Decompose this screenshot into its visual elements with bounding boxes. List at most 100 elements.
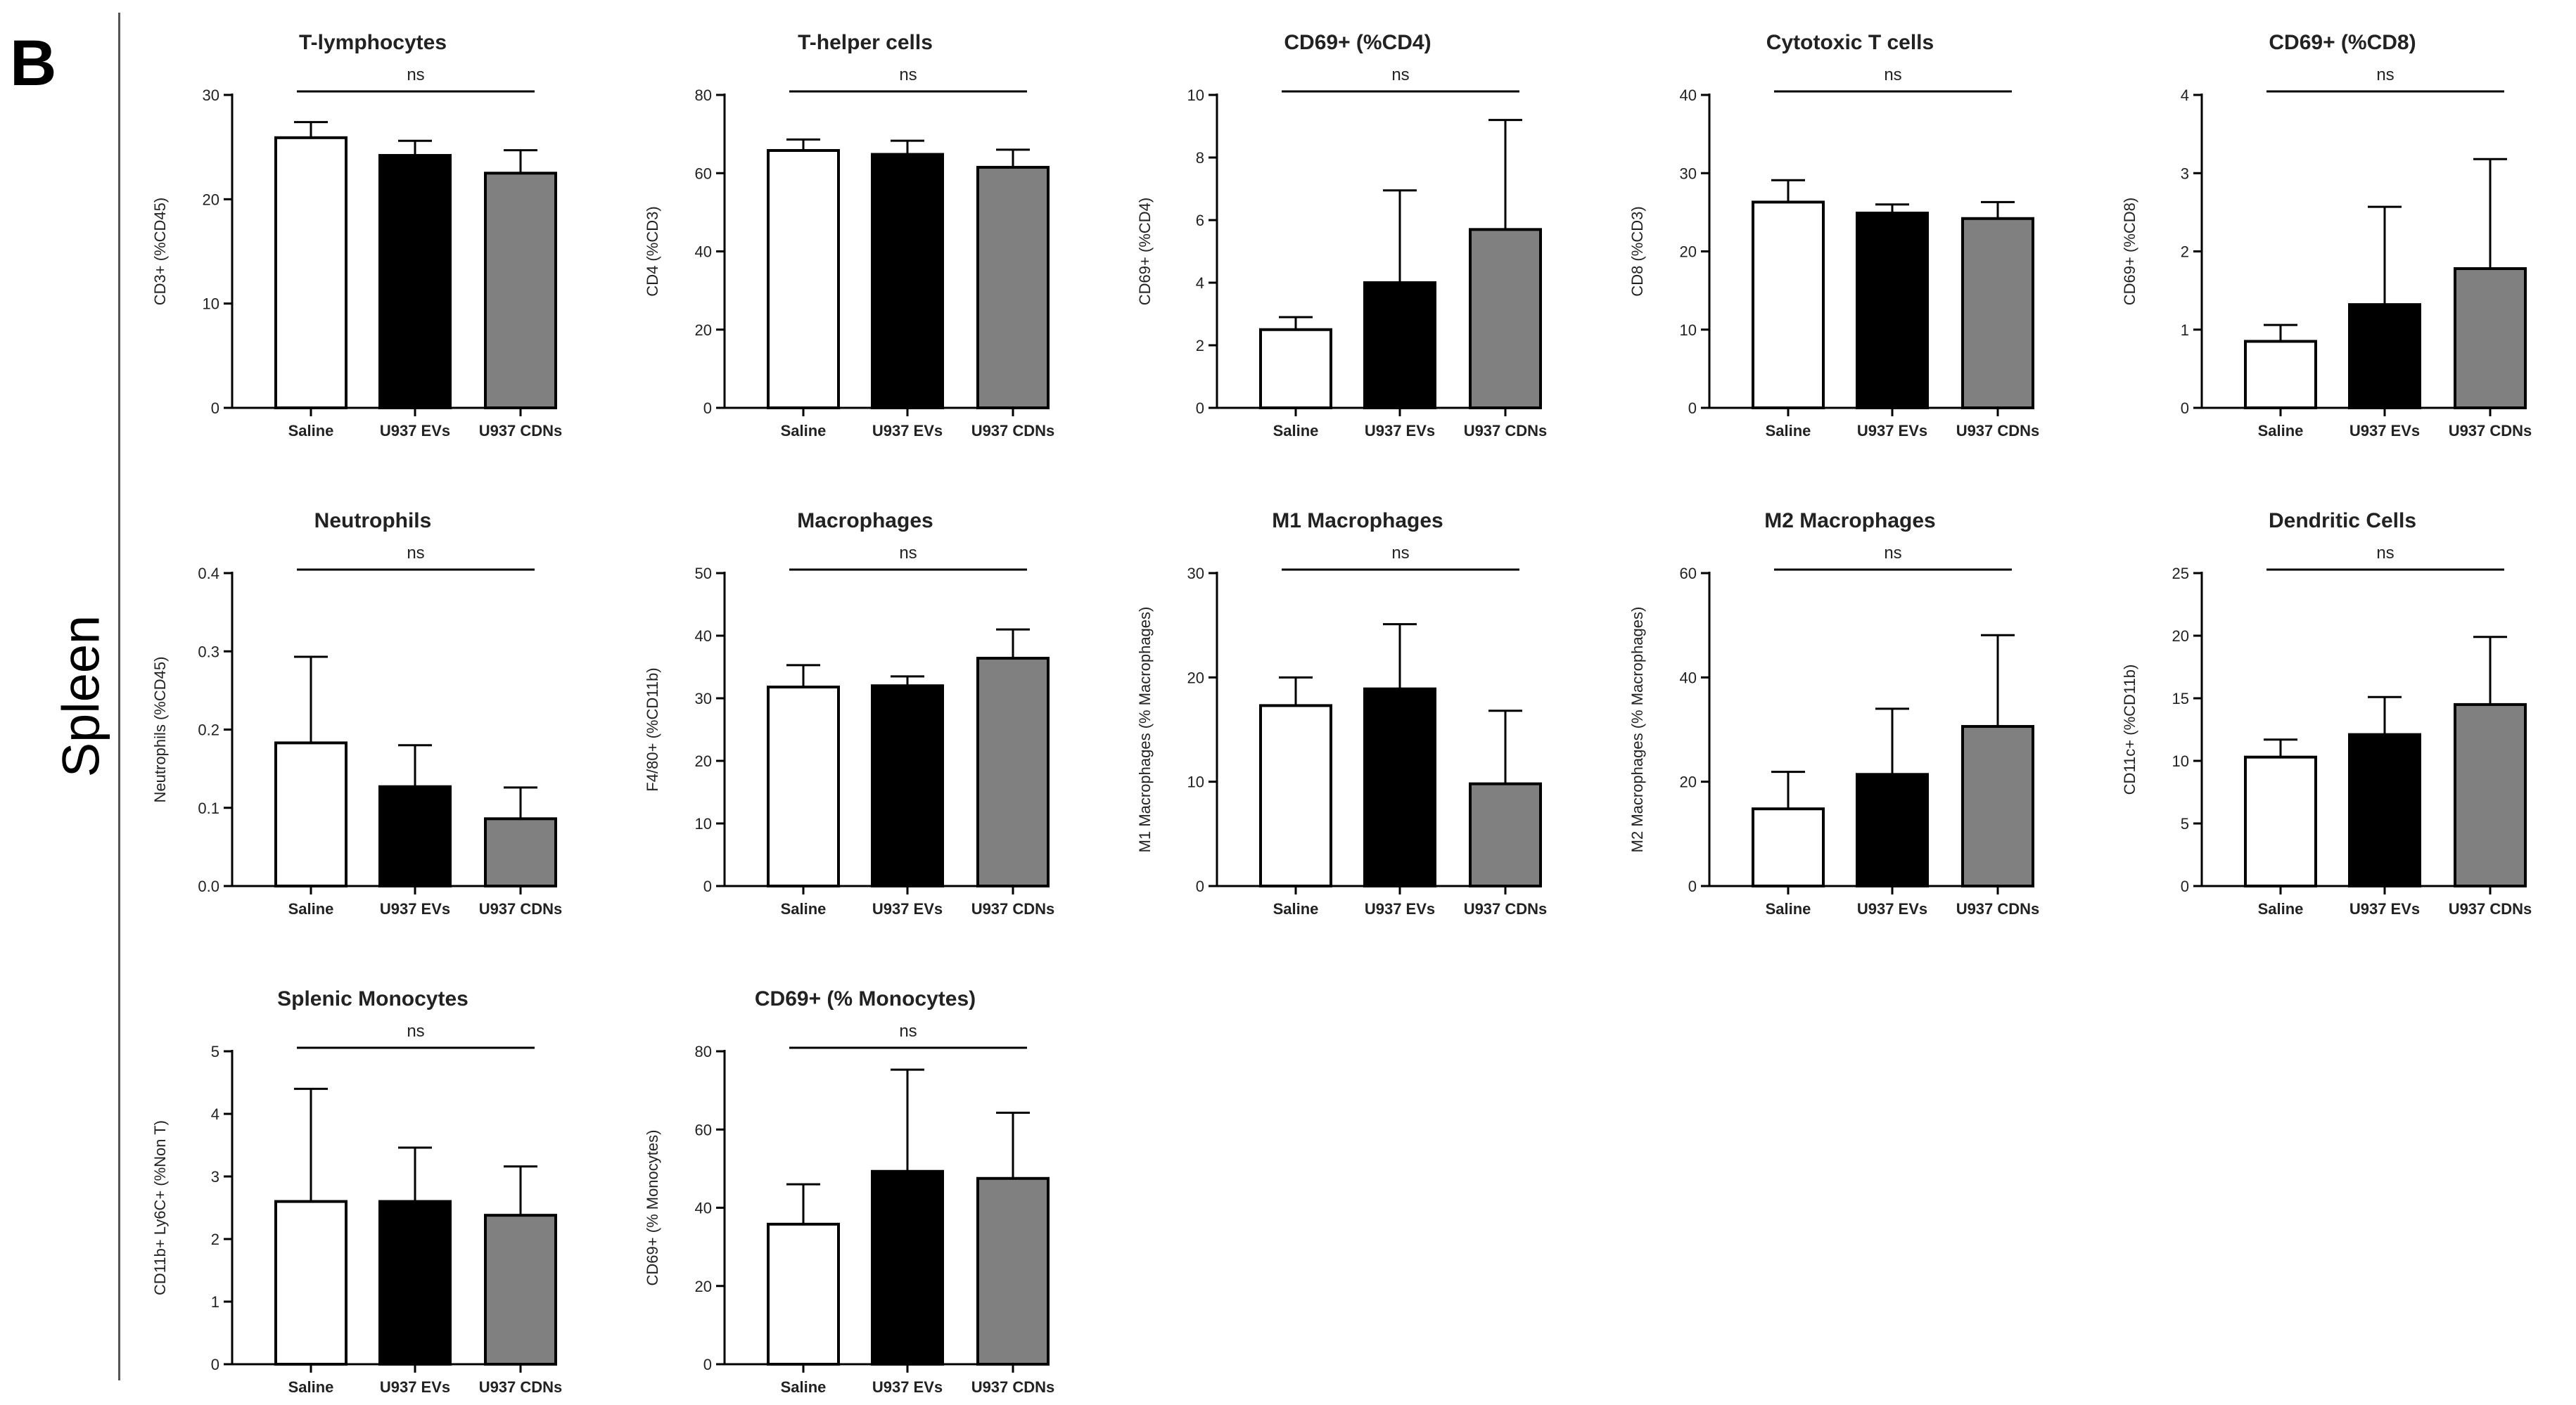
x-tick-label: U937 EVs	[380, 1378, 450, 1396]
x-tick-label: U937 EVs	[872, 422, 943, 440]
x-tick-label: U937 EVs	[2349, 422, 2420, 440]
bar-saline	[767, 1222, 840, 1366]
bar-u937-evs	[1856, 211, 1929, 409]
y-tick-label: 10	[1680, 321, 1697, 339]
x-tick-label: Saline	[2258, 900, 2304, 918]
y-tick-label: 0	[211, 399, 219, 417]
bar-u937-cdns	[2454, 702, 2527, 888]
y-tick-label: 10	[203, 295, 219, 313]
y-tick-label: 0	[1196, 878, 1204, 895]
y-tick-label: 2	[1196, 337, 1204, 354]
y-tick-label: 40	[695, 627, 712, 645]
y-axis-label: M1 Macrophages (% Macrophages)	[1136, 607, 1154, 853]
y-tick-label: 0.1	[198, 800, 219, 817]
chart-t-helper-cells: T-helper cells CD4 (%CD3) 0 20 40 60 80 Saline U…	[644, 31, 1054, 440]
chart-m2-macrophages: M2 Macrophages M2 Macrophages (% Macropha…	[1628, 509, 2039, 918]
y-tick-label: 8	[1196, 149, 1204, 167]
x-tick-label: Saline	[1273, 900, 1319, 918]
x-tick-label: U937 EVs	[1857, 900, 1927, 918]
chart-t-lymphocytes: T-lymphocytes CD3+ (%CD45) 0 10 20 30 Saline U9…	[151, 31, 562, 440]
y-tick-label: 4	[211, 1105, 219, 1123]
y-tick-label: 20	[1680, 774, 1697, 791]
bar-saline	[2244, 755, 2317, 888]
y-tick-label: 10	[695, 815, 712, 833]
y-tick-label: 1	[211, 1293, 219, 1311]
significance-label: ns	[407, 1022, 424, 1041]
y-tick-label: 0	[2181, 399, 2189, 417]
x-tick-label: U937 EVs	[1365, 422, 1435, 440]
significance-label: ns	[899, 65, 917, 84]
chart-dendritic-cells: Dendritic Cells CD11c+ (%CD11b) 0 5 10 15 20 25…	[2121, 509, 2532, 918]
bar-saline	[1752, 200, 1825, 409]
x-tick-label: Saline	[288, 422, 334, 440]
significance-label: ns	[2376, 65, 2394, 84]
chart-title: M2 Macrophages	[1764, 509, 1935, 532]
bar-u937-cdns	[484, 172, 557, 409]
bar-u937-cdns	[1961, 217, 2034, 409]
y-tick-label: 30	[203, 86, 219, 104]
bar-saline	[1259, 704, 1332, 888]
y-axis-label: F4/80+ (%CD11b)	[644, 667, 661, 791]
significance-label: ns	[899, 544, 917, 563]
y-tick-label: 30	[695, 690, 712, 707]
bar-u937-evs	[378, 785, 452, 888]
y-tick-label: 2	[2181, 243, 2189, 261]
bar-u937-cdns	[484, 1214, 557, 1366]
bar-u937-evs	[1363, 281, 1436, 409]
significance-label: ns	[899, 1022, 917, 1041]
x-tick-label: Saline	[2258, 422, 2304, 440]
chart-cd69-monocytes: CD69+ (% Monocytes) CD69+ (% Monocytes) 0 2…	[644, 987, 1054, 1396]
significance-label: ns	[1391, 65, 1409, 84]
y-tick-label: 60	[695, 1121, 712, 1138]
chart-title: CD69+ (%CD8)	[2269, 31, 2416, 54]
bar-u937-evs	[871, 684, 944, 887]
y-axis-label: Neutrophils (%CD45)	[151, 657, 169, 803]
significance-label: ns	[1884, 65, 1901, 84]
y-tick-label: 0	[703, 1356, 712, 1373]
y-tick-label: 4	[1196, 274, 1204, 292]
x-tick-label: U937 CDNs	[2449, 900, 2532, 918]
x-tick-label: Saline	[781, 900, 827, 918]
bar-saline	[274, 1200, 347, 1366]
bar-saline	[767, 685, 840, 887]
y-tick-label: 5	[211, 1043, 219, 1060]
y-tick-label: 50	[695, 565, 712, 582]
chart-title: T-helper cells	[798, 31, 933, 54]
significance-label: ns	[2376, 544, 2394, 563]
chart-cd69-cd8: CD69+ (%CD8) CD69+ (%CD8) 0 1 2 3 4 Saline U937 …	[2121, 31, 2532, 440]
y-tick-label: 40	[1680, 669, 1697, 686]
y-tick-label: 0	[1196, 399, 1204, 417]
y-tick-label: 0.2	[198, 721, 219, 739]
chart-title: M1 Macrophages	[1272, 509, 1443, 532]
y-tick-label: 2	[211, 1231, 219, 1248]
y-tick-label: 40	[695, 1200, 712, 1217]
chart-title: Neutrophils	[314, 509, 432, 532]
y-tick-label: 10	[1187, 86, 1204, 104]
x-tick-label: U937 CDNs	[1464, 900, 1548, 918]
y-tick-label: 3	[211, 1168, 219, 1186]
chart-macrophages: Macrophages F4/80+ (%CD11b) 0 10 20 30 40 50 Sal…	[644, 509, 1054, 918]
x-tick-label: Saline	[288, 1378, 334, 1396]
bar-u937-evs	[2348, 733, 2421, 887]
y-tick-label: 20	[1187, 669, 1204, 686]
y-tick-label: 10	[1187, 774, 1204, 791]
bar-u937-evs	[2348, 303, 2421, 409]
y-tick-label: 6	[1196, 212, 1204, 229]
y-tick-label: 20	[695, 1278, 712, 1295]
y-tick-label: 5	[2181, 815, 2189, 833]
bar-u937-cdns	[976, 165, 1050, 409]
y-tick-label: 40	[695, 243, 712, 261]
y-tick-label: 40	[1680, 86, 1697, 104]
y-tick-label: 0.3	[198, 643, 219, 660]
x-tick-label: Saline	[781, 1378, 827, 1396]
y-axis-label: CD69+ (%CD4)	[1136, 198, 1154, 305]
y-tick-label: 20	[695, 321, 712, 339]
x-tick-label: U937 CDNs	[971, 422, 1055, 440]
x-tick-label: Saline	[1766, 422, 1811, 440]
x-tick-label: Saline	[1273, 422, 1319, 440]
bar-u937-evs	[1363, 687, 1436, 888]
significance-label: ns	[1884, 544, 1901, 563]
y-tick-label: 80	[695, 1043, 712, 1060]
bar-u937-cdns	[484, 817, 557, 887]
